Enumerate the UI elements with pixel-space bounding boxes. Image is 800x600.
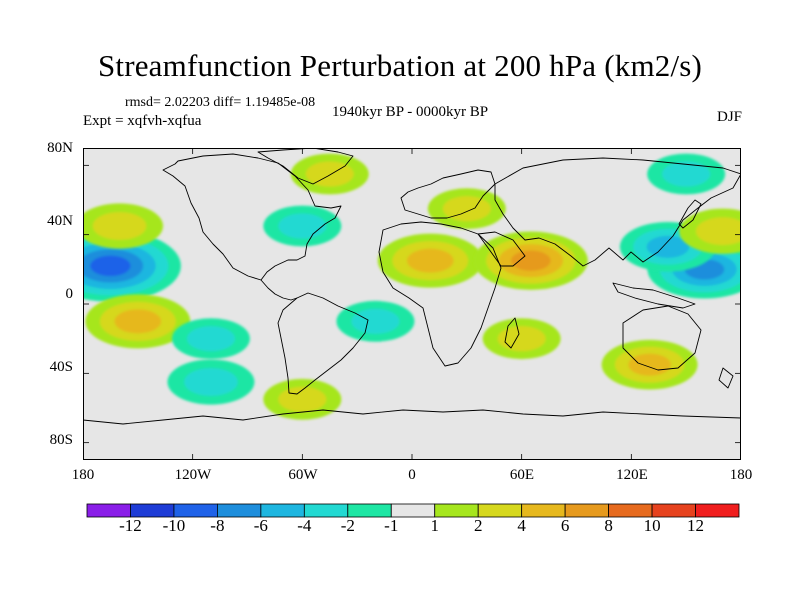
lat-tick-40n: 40N [47,213,73,229]
contour-level-fill [184,368,238,396]
contour-feature [601,339,698,390]
experiment-label: Expt = xqfvh-xqfua [83,113,202,129]
colorbar-boxes [86,503,740,518]
colorbar-label: 1 [430,516,439,535]
contour-level-fill [406,248,454,273]
colorbar [86,503,740,518]
map-plot [83,148,741,460]
contour-feature [171,318,250,360]
contour-level-fill [305,161,354,187]
colorbar-label: -1 [384,516,399,535]
colorbar-label: -4 [297,516,312,535]
lon-tick-0: 0 [408,467,416,483]
contour-feature [336,300,415,342]
contour-level-fill [278,213,327,239]
colorbar-label: -6 [253,516,268,535]
contour-level-fill [351,308,400,334]
contour-level-fill [662,161,711,187]
contour-feature [679,208,741,254]
colorbar-label: 6 [560,516,570,535]
coastline-asia [494,157,741,267]
colorbar-label: -8 [210,516,225,535]
coastline-japan [678,199,702,229]
contour-feature [290,153,369,195]
colorbar-label: 10 [643,516,661,535]
coastline-africa [378,221,502,367]
lat-tick-80n: 80N [47,140,73,156]
colorbar-label: 8 [604,516,613,535]
contour-feature [83,203,164,249]
contour-feature [647,153,726,195]
coastline-new-zealand [718,367,734,389]
coastline-central-america [260,279,298,301]
contour-feature [377,233,483,288]
colorbar-label: -2 [340,516,355,535]
contour-feature [167,359,255,405]
plot-title: Streamfunction Perturbation at 200 hPa (… [97,48,703,83]
period-label: 1940kyr BP - 0000kyr BP [331,104,489,120]
coastline-group [83,148,741,425]
coastline-indonesia [612,282,696,309]
lon-tick-120e: 120E [616,467,648,483]
stats-text: rmsd= 2.02203 diff= 1.19485e-08 [125,95,316,110]
colorbar-label: 12 [687,516,705,535]
colorbar-label: -10 [162,516,186,535]
coastline-south-america [277,292,369,395]
contour-level-fill [497,326,546,352]
contour-level-fill [186,326,235,352]
contour-level-fill [114,309,162,334]
contour-feature [263,378,342,420]
season-label: DJF [716,109,742,125]
coastline-madagascar [504,317,520,349]
contour-feature [85,294,191,349]
colorbar-label: 2 [473,516,483,535]
colorbar-swatch [695,503,740,518]
contour-level-fill [695,217,741,246]
contour-feature [473,231,588,290]
coastline-australia [622,305,702,371]
contour-level-fill [92,212,147,240]
coastline-north-america [162,153,342,281]
lon-tick-60e: 60E [509,467,535,483]
contour-feature [263,205,342,247]
lon-tick-180w: 180 [71,467,95,483]
lat-tick-eq: 0 [65,286,74,302]
lat-tick-40s: 40S [49,359,73,375]
contour-feature [427,188,506,230]
lon-tick-120w: 120W [174,467,212,483]
lon-tick-180e: 180 [729,467,753,483]
lat-tick-80s: 80S [49,432,73,448]
lon-tick-60w: 60W [288,467,318,483]
contour-feature [482,318,561,360]
contour-level-fill [90,255,131,277]
contour-level-fill [628,353,671,376]
coastline-arabia [477,231,526,267]
coastline-antarctica [83,409,741,425]
colorbar-label: -12 [119,516,142,535]
contour-feature [83,230,181,302]
map-frame [83,148,741,460]
contour-level-fill [510,250,551,271]
map-background [83,148,741,460]
colorbar-label: 4 [517,516,526,535]
